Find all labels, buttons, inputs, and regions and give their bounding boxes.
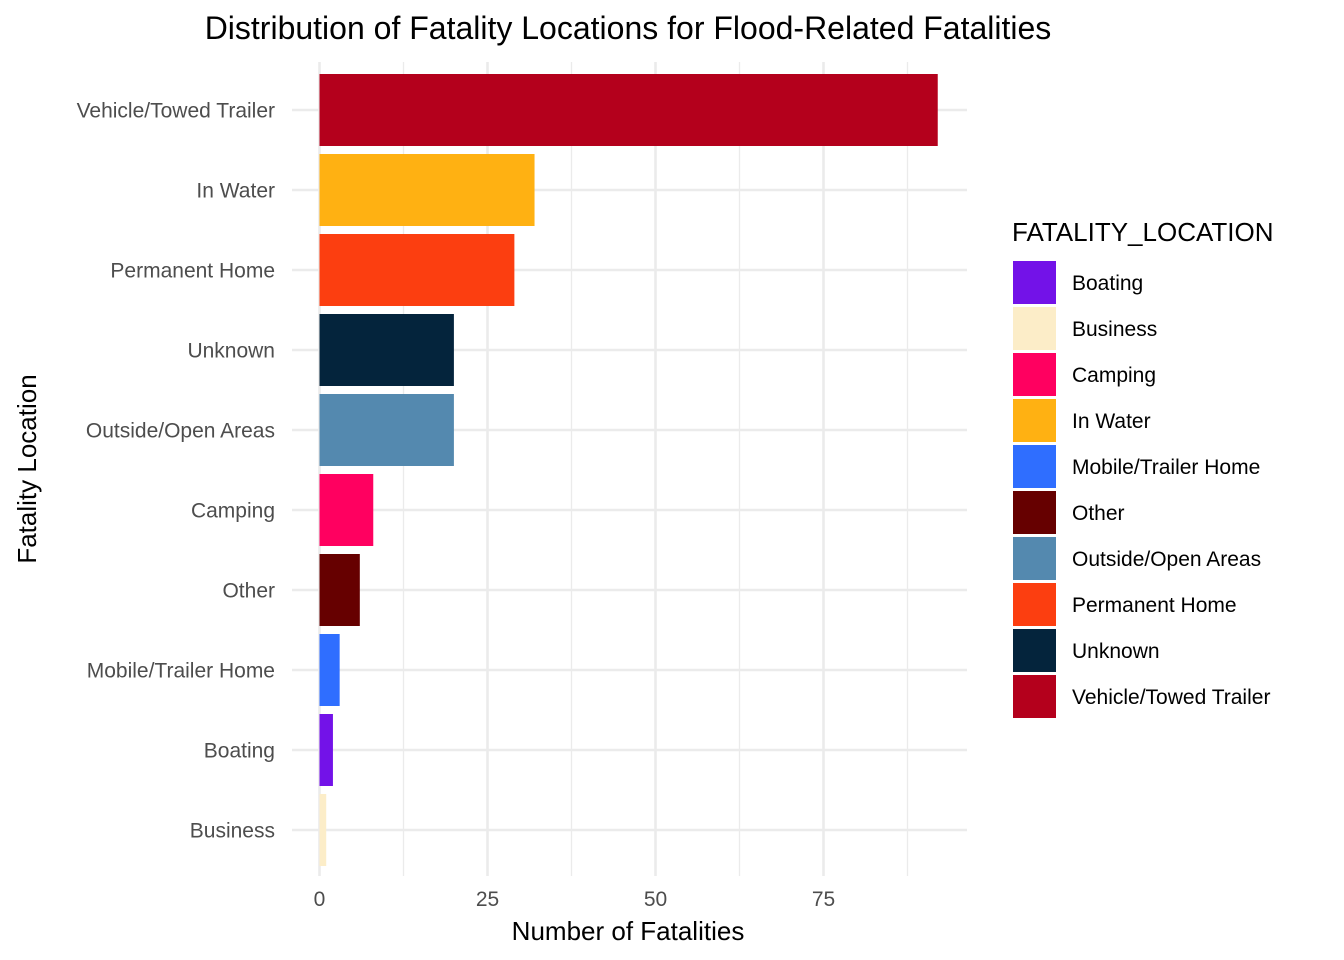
bar-camping — [319, 474, 374, 546]
x-tick-label: 50 — [644, 888, 667, 911]
y-tick-label: Permanent Home — [110, 260, 275, 283]
legend-swatch-business — [1013, 307, 1056, 350]
bar-in-water — [319, 154, 535, 226]
x-tick-label: 0 — [314, 888, 326, 911]
legend-label: Business — [1072, 318, 1157, 341]
bar-business — [319, 794, 327, 866]
legend-label: In Water — [1072, 410, 1151, 433]
y-tick-label: Unknown — [187, 340, 275, 363]
legend-label: Boating — [1072, 272, 1143, 295]
legend-label: Outside/Open Areas — [1072, 548, 1261, 571]
y-axis-tick-labels: Vehicle/Towed Trailer In Water Permanent H… — [77, 100, 275, 843]
bar-unknown — [319, 314, 454, 386]
y-tick-label: Boating — [204, 740, 275, 763]
legend-title: FATALITY_LOCATION — [1012, 217, 1274, 247]
legend-label: Mobile/Trailer Home — [1072, 456, 1260, 479]
y-tick-label: Business — [190, 820, 275, 843]
legend: FATALITY_LOCATION Boating Business Camping… — [1012, 217, 1274, 718]
bar-outside-open-areas — [319, 394, 454, 466]
bar-boating — [319, 714, 333, 786]
legend-label: Other — [1072, 502, 1125, 525]
legend-swatch-boating — [1013, 261, 1056, 304]
bar-mobile-trailer-home — [319, 634, 340, 706]
bar-permanent-home — [319, 234, 515, 306]
y-tick-label: In Water — [196, 180, 275, 203]
y-tick-label: Mobile/Trailer Home — [87, 660, 275, 683]
legend-label: Vehicle/Towed Trailer — [1072, 686, 1270, 709]
legend-swatch-other — [1013, 491, 1056, 534]
bars — [319, 74, 938, 866]
legend-items: Boating Business Camping In Water Mobile/Tra… — [1013, 261, 1270, 718]
legend-swatch-mobile-trailer-home — [1013, 445, 1056, 488]
x-tick-label: 25 — [476, 888, 499, 911]
legend-swatch-in-water — [1013, 399, 1056, 442]
y-tick-label: Outside/Open Areas — [86, 420, 275, 443]
legend-label: Camping — [1072, 364, 1156, 387]
y-axis-title: Fatality Location — [12, 374, 42, 563]
x-axis-title: Number of Fatalities — [512, 916, 745, 946]
legend-label: Unknown — [1072, 640, 1160, 663]
legend-swatch-vehicle-towed-trailer — [1013, 675, 1056, 718]
legend-swatch-camping — [1013, 353, 1056, 396]
legend-swatch-permanent-home — [1013, 583, 1056, 626]
bar-other — [319, 554, 360, 626]
legend-label: Permanent Home — [1072, 594, 1237, 617]
legend-swatch-outside-open-areas — [1013, 537, 1056, 580]
x-axis-tick-labels: 0 25 50 75 — [314, 888, 836, 911]
bar-vehicle-towed-trailer — [319, 74, 938, 146]
chart-title: Distribution of Fatality Locations for F… — [205, 10, 1052, 46]
x-tick-label: 75 — [812, 888, 835, 911]
legend-swatch-unknown — [1013, 629, 1056, 672]
y-tick-label: Camping — [191, 500, 275, 523]
y-tick-label: Vehicle/Towed Trailer — [77, 100, 275, 123]
y-tick-label: Other — [222, 580, 275, 603]
